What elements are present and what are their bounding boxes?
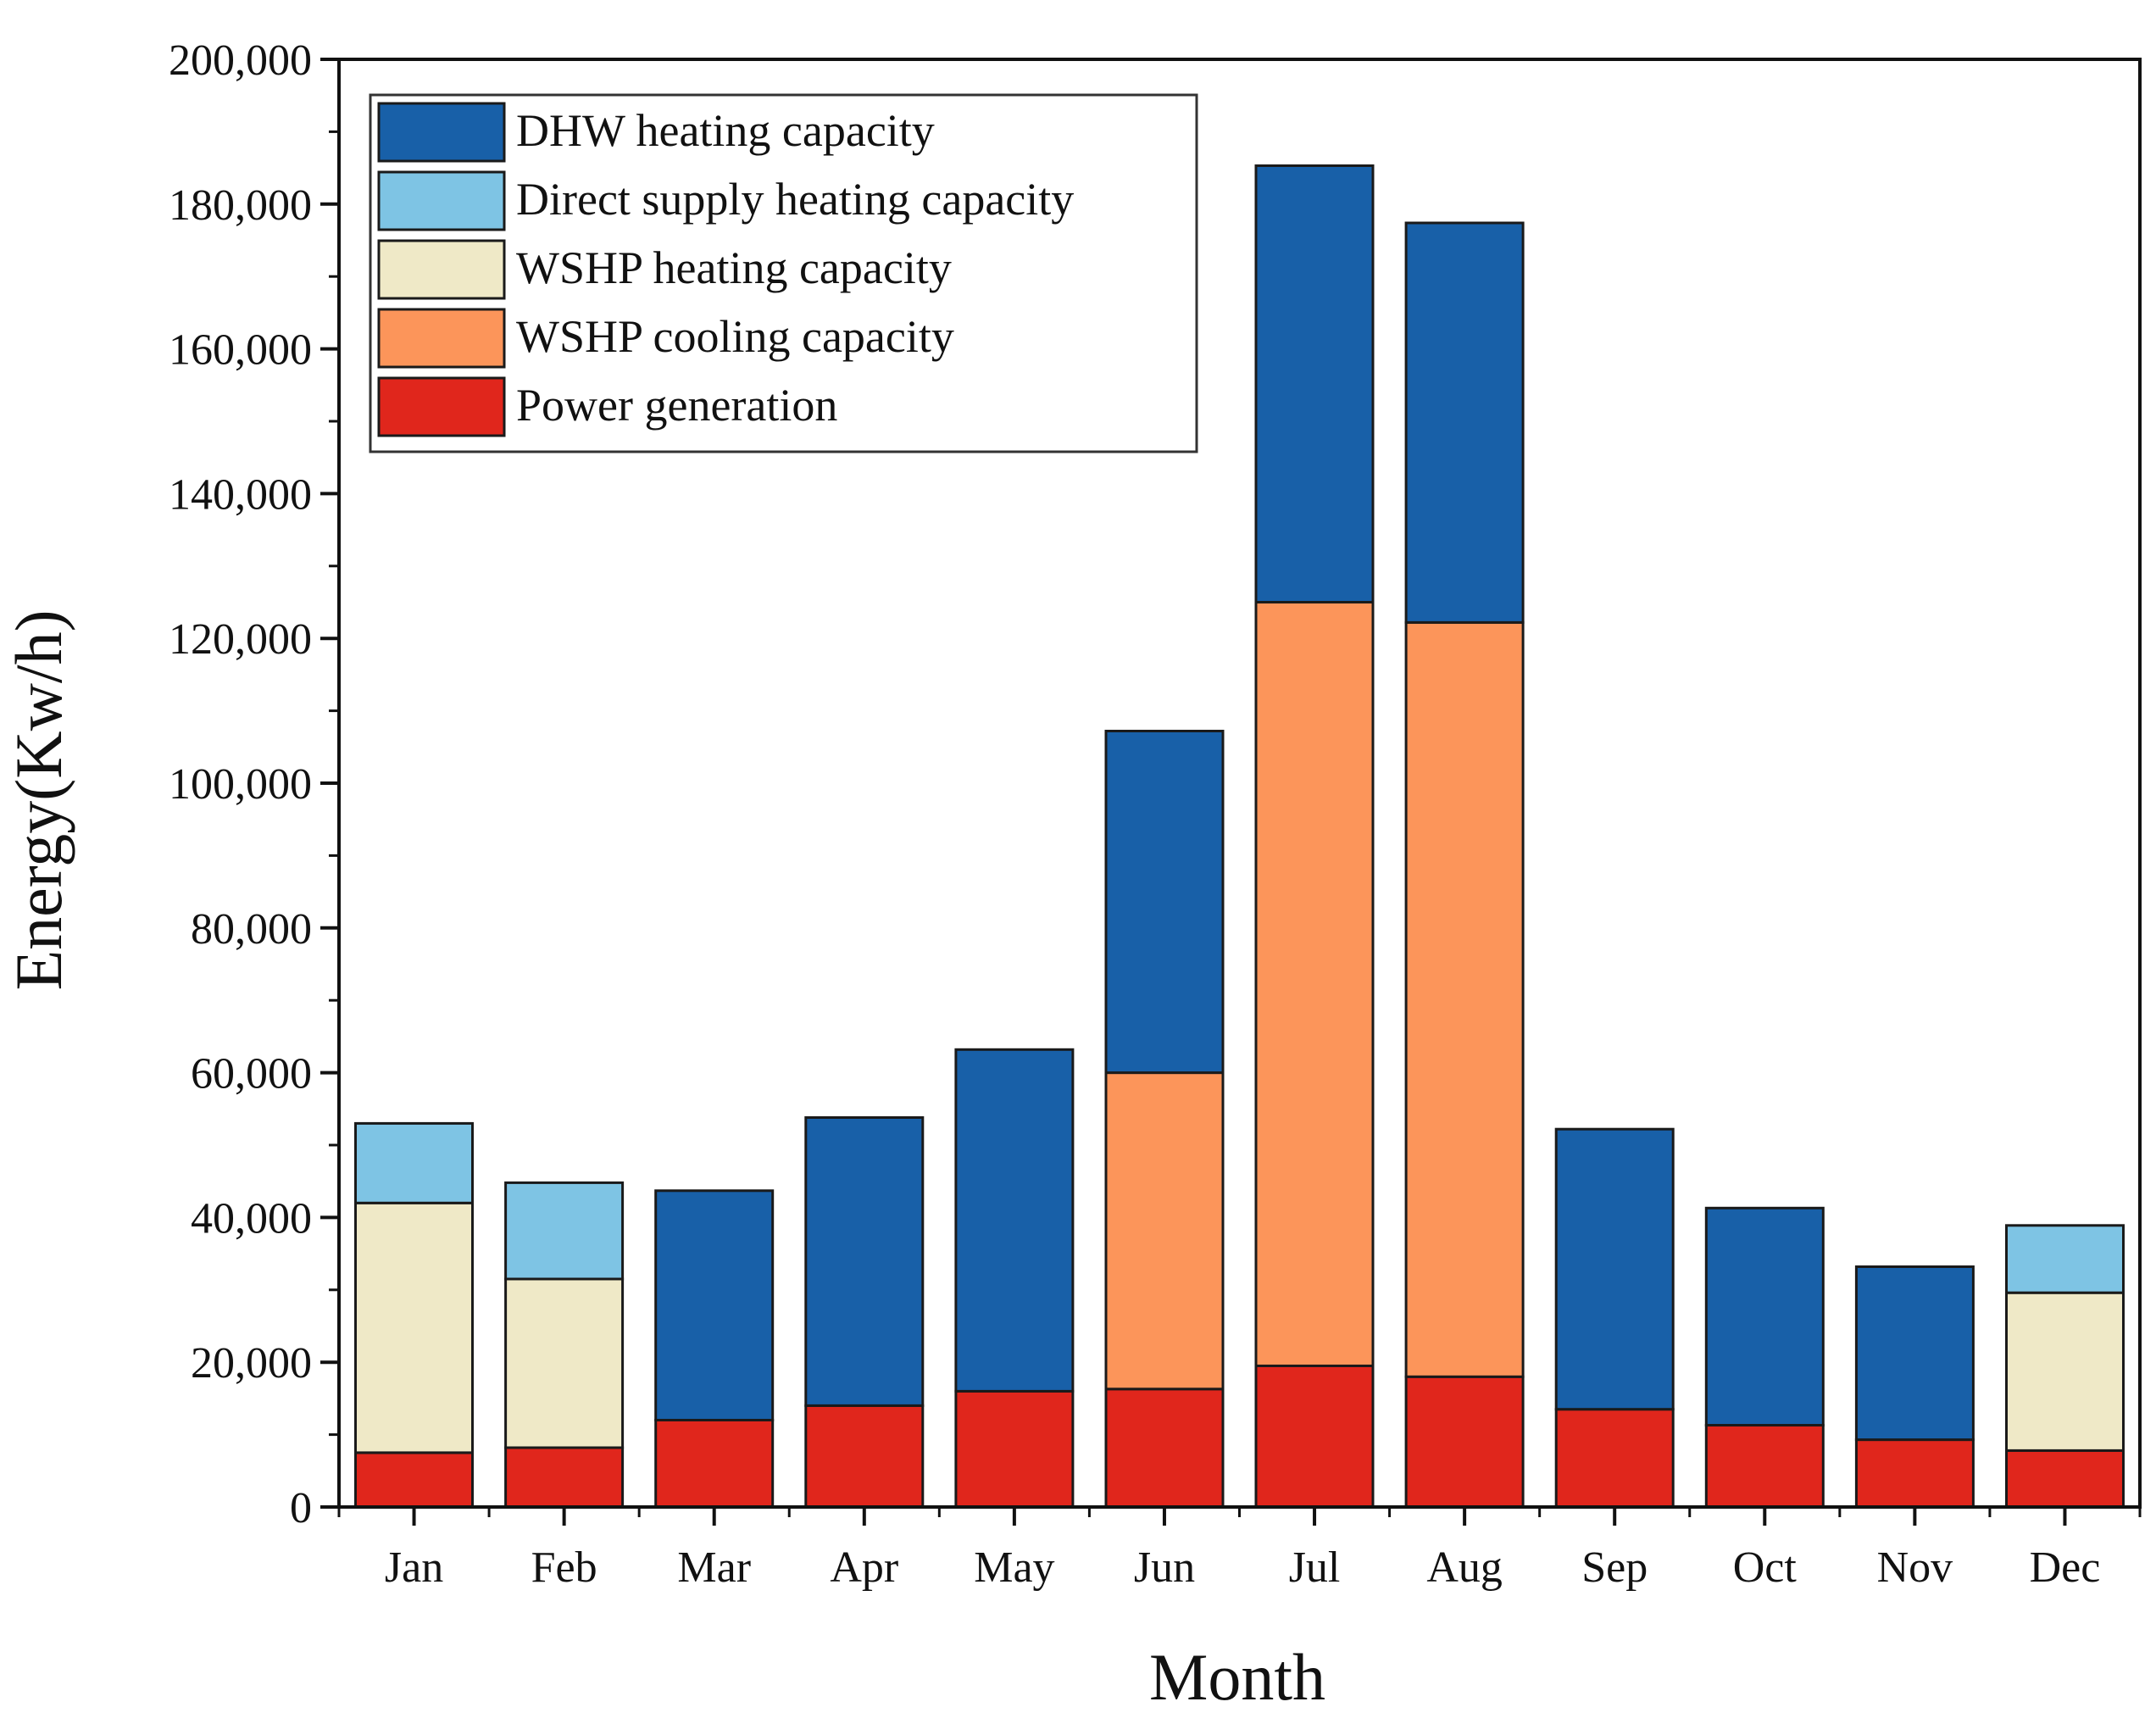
y-tick-label: 100,000 bbox=[169, 760, 312, 809]
bar-mar-dhw-heating-capacity bbox=[654, 1189, 775, 1422]
bar-dec-wshp-heating-capacity bbox=[2005, 1291, 2125, 1452]
x-tick-label-nov: Nov bbox=[1877, 1543, 1953, 1592]
bar-aug-power-generation bbox=[1404, 1375, 1525, 1509]
legend-swatch-direct-supply-heating-capacity bbox=[377, 170, 506, 231]
y-tick-label: 140,000 bbox=[169, 470, 312, 519]
bar-aug-wshp-cooling-capacity bbox=[1404, 620, 1525, 1378]
x-tick-label-jan: Jan bbox=[385, 1543, 443, 1592]
y-tick-label: 20,000 bbox=[191, 1339, 312, 1387]
bar-jun-wshp-cooling-capacity bbox=[1104, 1071, 1225, 1391]
legend-swatch-wshp-cooling-capacity bbox=[377, 308, 506, 369]
bar-nov-power-generation bbox=[1854, 1438, 1975, 1509]
bars-layer bbox=[354, 164, 2125, 1509]
x-axis-title: Month bbox=[1149, 1640, 1325, 1714]
bar-jul-dhw-heating-capacity bbox=[1254, 164, 1375, 603]
bar-apr-dhw-heating-capacity bbox=[804, 1116, 925, 1407]
bar-feb-wshp-heating-capacity bbox=[504, 1277, 625, 1449]
legend-label-direct-supply-heating-capacity: Direct supply heating capacity bbox=[516, 174, 1074, 225]
bar-mar-power-generation bbox=[654, 1419, 775, 1509]
bar-jul-power-generation bbox=[1254, 1365, 1375, 1509]
y-tick-label: 180,000 bbox=[169, 181, 312, 230]
x-tick-label-sep: Sep bbox=[1581, 1543, 1648, 1592]
bar-oct-dhw-heating-capacity bbox=[1704, 1206, 1825, 1427]
y-tick-label: 80,000 bbox=[191, 905, 312, 954]
x-tick-label-aug: Aug bbox=[1426, 1543, 1503, 1592]
bar-jan-wshp-heating-capacity bbox=[354, 1201, 474, 1454]
bar-nov-dhw-heating-capacity bbox=[1854, 1265, 1975, 1442]
y-tick-label: 0 bbox=[290, 1484, 312, 1532]
y-tick-label: 60,000 bbox=[191, 1050, 312, 1098]
legend-box bbox=[369, 93, 1198, 453]
x-tick-label-apr: Apr bbox=[830, 1543, 898, 1592]
x-tick-label-mar: Mar bbox=[677, 1543, 751, 1592]
bar-feb-power-generation bbox=[504, 1446, 625, 1509]
legend-swatch-dhw-heating-capacity bbox=[377, 102, 506, 163]
legend-label-dhw-heating-capacity: DHW heating capacity bbox=[516, 105, 935, 156]
y-tick-label: 200,000 bbox=[169, 36, 312, 85]
y-tick-label: 160,000 bbox=[169, 326, 312, 375]
x-tick-label-feb: Feb bbox=[531, 1543, 597, 1592]
bar-dec-power-generation bbox=[2005, 1449, 2125, 1509]
bar-may-dhw-heating-capacity bbox=[954, 1048, 1075, 1393]
y-axis-title: Energy(Kw/h) bbox=[2, 609, 75, 990]
bar-jun-dhw-heating-capacity bbox=[1104, 730, 1225, 1075]
legend-label-wshp-cooling-capacity: WSHP cooling capacity bbox=[516, 311, 954, 362]
bar-jul-wshp-cooling-capacity bbox=[1254, 601, 1375, 1367]
legend-swatch-wshp-heating-capacity bbox=[377, 239, 506, 300]
bar-feb-direct-supply-heating-capacity bbox=[504, 1181, 625, 1281]
x-tick-label-dec: Dec bbox=[2030, 1543, 2101, 1592]
x-tick-label-jul: Jul bbox=[1289, 1543, 1341, 1592]
bar-dec-direct-supply-heating-capacity bbox=[2005, 1224, 2125, 1294]
bar-sep-dhw-heating-capacity bbox=[1554, 1127, 1675, 1411]
bar-jan-direct-supply-heating-capacity bbox=[354, 1121, 474, 1204]
bar-oct-power-generation bbox=[1704, 1424, 1825, 1509]
bar-sep-power-generation bbox=[1554, 1408, 1675, 1509]
legend-swatch-power-generation bbox=[377, 376, 506, 437]
x-tick-label-jun: Jun bbox=[1134, 1543, 1195, 1592]
bar-jan-power-generation bbox=[354, 1451, 474, 1509]
y-tick-label: 120,000 bbox=[169, 615, 312, 664]
axes: 0 20,000 40,000 60,000 80,000 100,000 120,000 1… bbox=[169, 36, 2142, 1592]
bar-aug-dhw-heating-capacity bbox=[1404, 221, 1525, 624]
bar-jun-power-generation bbox=[1104, 1387, 1225, 1509]
bar-may-power-generation bbox=[954, 1389, 1075, 1509]
y-tick-label: 40,000 bbox=[191, 1194, 312, 1243]
legend-label-wshp-heating-capacity: WSHP heating capacity bbox=[516, 242, 952, 293]
x-tick-label-oct: Oct bbox=[1733, 1543, 1798, 1592]
legend-label-power-generation: Power generation bbox=[516, 380, 837, 431]
legend: DHW heating capacity Direct supply heatin… bbox=[369, 93, 1198, 453]
bar-apr-power-generation bbox=[804, 1404, 925, 1509]
x-tick-label-may: May bbox=[974, 1543, 1054, 1592]
